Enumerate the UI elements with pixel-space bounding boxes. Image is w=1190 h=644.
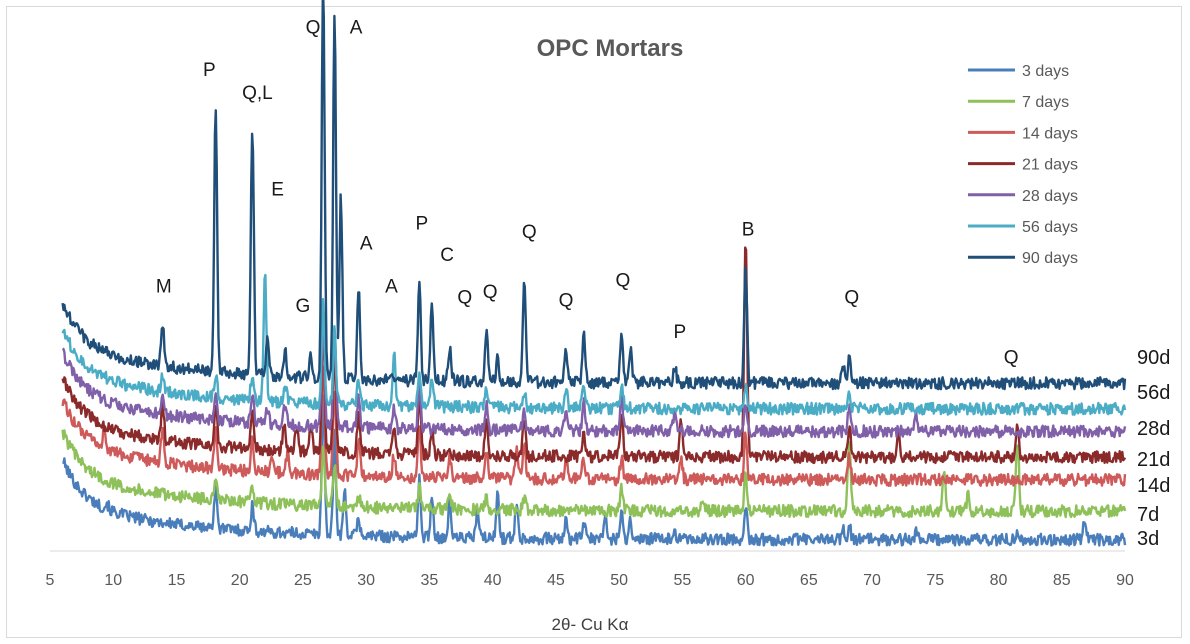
x-tick-label-70: 70 (863, 572, 881, 589)
x-axis-label: 2θ- Cu Kα (552, 615, 629, 634)
x-tick-label-65: 65 (800, 572, 818, 589)
series-line-7-days (61, 429, 1127, 519)
peak-label-c: C (440, 245, 454, 266)
peak-label-a: A (385, 276, 398, 297)
curve-label-90d: 90d (1137, 347, 1170, 369)
x-tick-label-75: 75 (926, 572, 944, 589)
peak-label-p: P (415, 214, 428, 235)
legend-item-7-days: 7 days (1022, 94, 1069, 111)
peak-label-e: E (271, 180, 284, 201)
peak-label-q: Q (1004, 347, 1019, 368)
x-tick-label-30: 30 (357, 572, 375, 589)
x-tick-label-40: 40 (484, 572, 502, 589)
chart-title: OPC Mortars (537, 35, 684, 62)
peak-label-m: M (156, 276, 172, 297)
peak-label-q: Q (559, 290, 574, 311)
x-tick-labels: 5 10 15 20 25 30 35 40 45 50 55 60 65 70 75 80 85 90 (46, 572, 1134, 589)
peak-label-b: B (742, 219, 755, 240)
peak-label-g: G (296, 296, 311, 317)
x-tick-label-90: 90 (1116, 572, 1134, 589)
legend-item-21-days: 21 days (1022, 157, 1078, 174)
legend-item-90-days: 90 days (1022, 250, 1078, 267)
x-tick-label-45: 45 (547, 572, 565, 589)
series-line-14-days (61, 365, 1127, 487)
peak-label-q: Q (306, 18, 321, 39)
x-tick-label-35: 35 (421, 572, 439, 589)
x-tick-label-50: 50 (610, 572, 628, 589)
peak-label-p: P (673, 322, 686, 343)
legend-item-3-days: 3 days (1022, 63, 1069, 80)
series-line-56-days (61, 273, 1127, 416)
x-tick-label-10: 10 (104, 572, 122, 589)
legend-item-28-days: 28 days (1022, 188, 1078, 205)
legend: 3 days 7 days 14 days 21 days 28 days 56 days… (968, 63, 1078, 267)
peak-label-a: A (360, 234, 373, 255)
curve-label-28d: 28d (1137, 418, 1170, 440)
peak-label-q: Q (457, 288, 472, 309)
series-line-3-days (62, 394, 1127, 547)
legend-item-14-days: 14 days (1022, 125, 1078, 142)
peak-label-q: Q (844, 288, 859, 309)
series-lines (61, 0, 1127, 547)
curve-label-21d: 21d (1137, 449, 1170, 471)
x-tick-label-25: 25 (294, 572, 312, 589)
x-tick-label-80: 80 (990, 572, 1008, 589)
peak-label-q-l: Q,L (242, 83, 273, 104)
peak-label-p: P (203, 60, 216, 81)
x-tick-label-5: 5 (46, 572, 55, 589)
peak-label-a: A (350, 18, 363, 39)
x-tick-label-60: 60 (737, 572, 755, 589)
curve-label-14d: 14d (1137, 475, 1170, 497)
peak-label-q: Q (483, 282, 498, 303)
x-tick-label-20: 20 (231, 572, 249, 589)
curve-label-56d: 56d (1137, 382, 1170, 404)
curve-label-7d: 7d (1137, 504, 1159, 526)
legend-item-56-days: 56 days (1022, 219, 1078, 236)
series-line-21-days (61, 246, 1127, 465)
series-line-28-days (61, 302, 1127, 439)
peak-label-q: Q (522, 222, 537, 243)
series-line-90-days (61, 0, 1127, 391)
peak-label-q: Q (616, 271, 631, 292)
x-tick-label-85: 85 (1053, 572, 1071, 589)
x-tick-label-15: 15 (168, 572, 186, 589)
curve-label-3d: 3d (1137, 528, 1159, 550)
x-tick-label-55: 55 (673, 572, 691, 589)
